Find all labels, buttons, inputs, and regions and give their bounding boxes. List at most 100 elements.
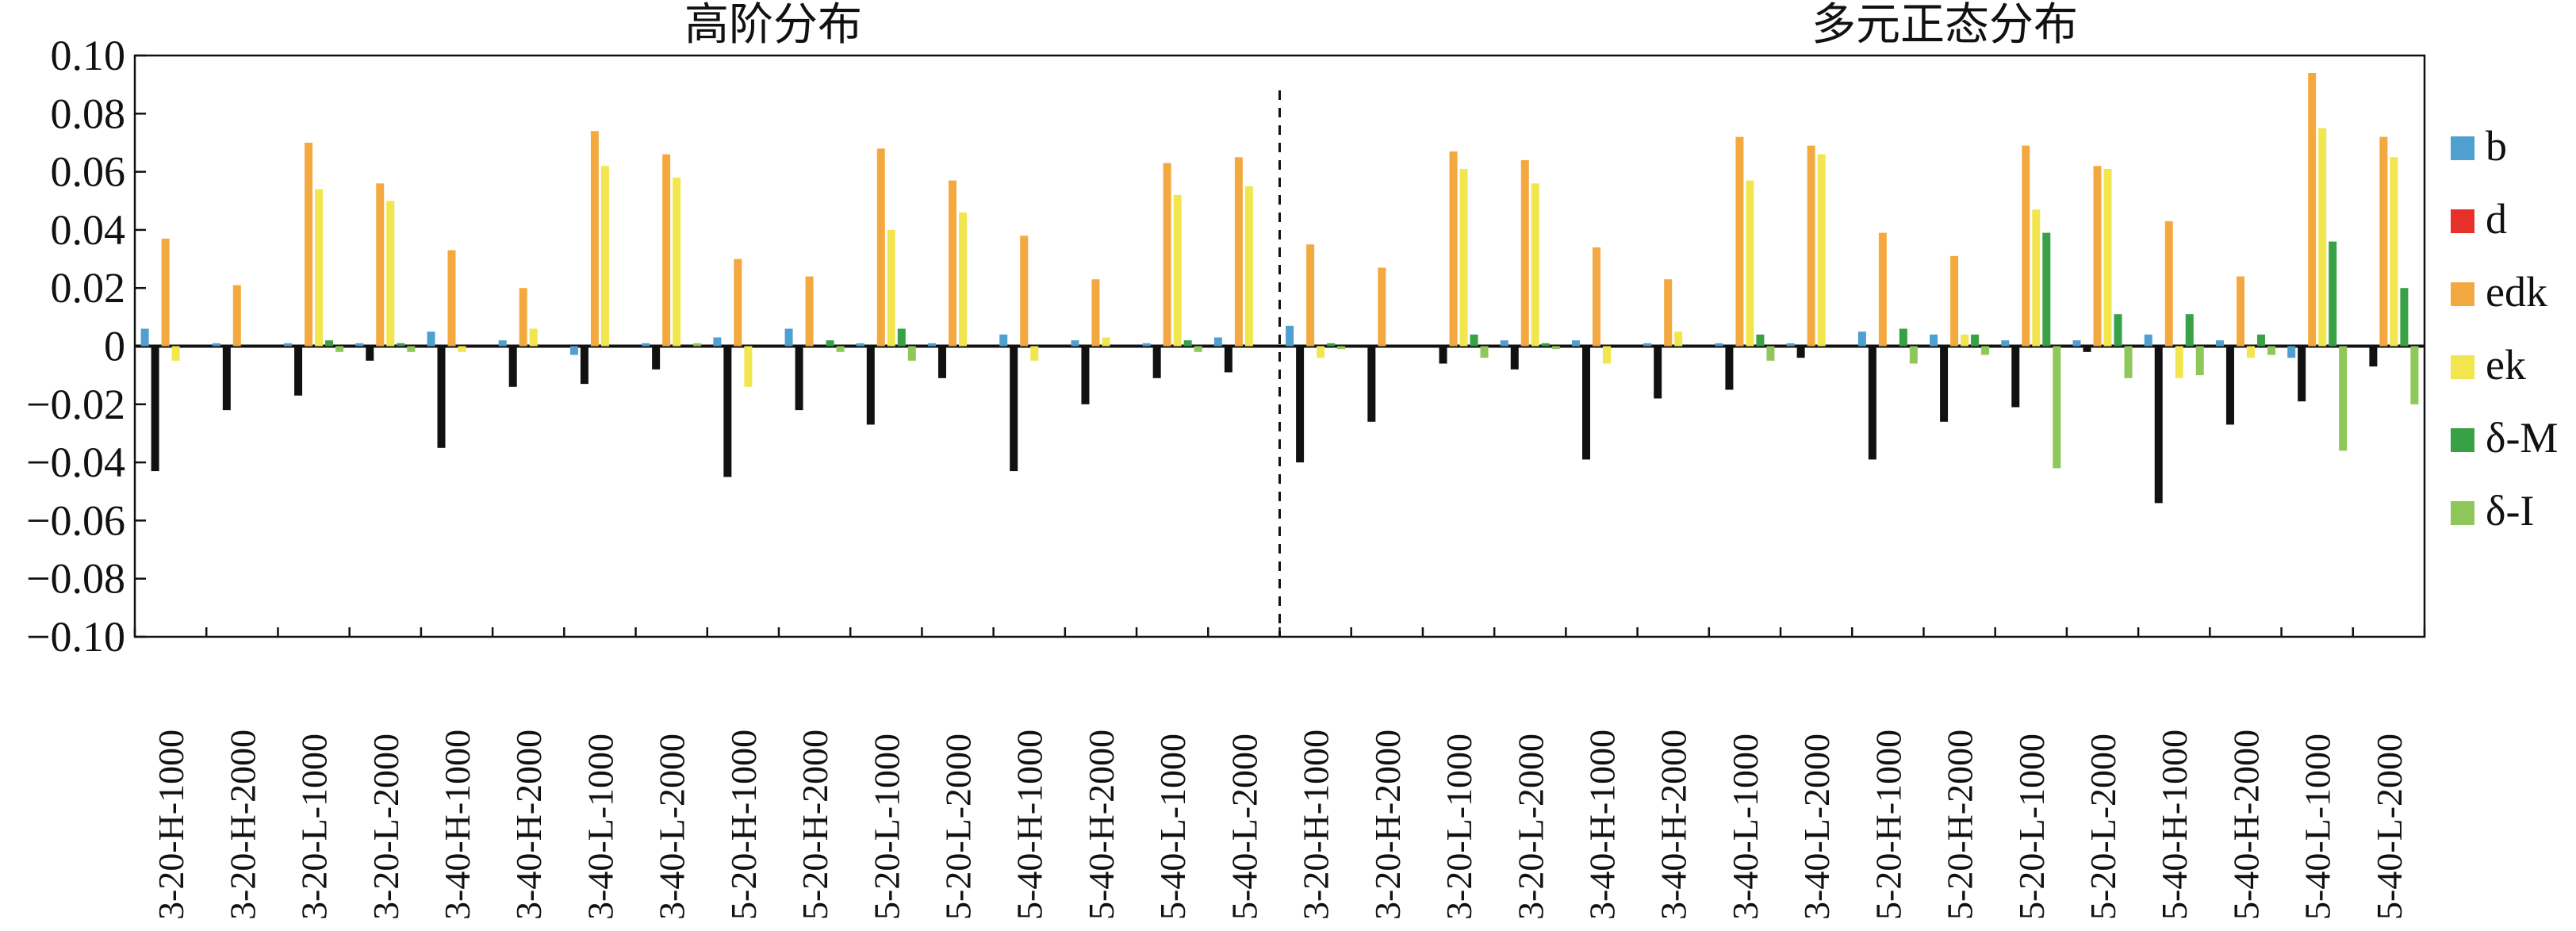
section-title-multivariate-normal: 多元正态分布 — [1811, 1, 2078, 50]
bar-b-4 — [427, 331, 435, 346]
y-tick-label: 0.02 — [51, 264, 126, 312]
legend-label: d — [2486, 195, 2507, 243]
bar-d-3 — [366, 347, 374, 361]
x-tick-label: 5-40-H-1000 — [2154, 730, 2195, 920]
bar-b-14 — [1143, 343, 1151, 347]
bar-edk-6 — [591, 131, 599, 346]
bar-ek-13 — [1102, 338, 1110, 347]
bar-b-0 — [141, 329, 149, 347]
x-tick-label: 5-20-H-1000 — [723, 730, 764, 920]
bar-ek-0 — [172, 347, 180, 361]
bar-b-20 — [1572, 340, 1580, 346]
bar-M-10 — [898, 329, 906, 347]
bar-edk-8 — [734, 259, 742, 347]
x-tick-label: 5-40-H-1000 — [1010, 730, 1050, 920]
bar-d-10 — [867, 347, 875, 425]
bar-b-13 — [1071, 340, 1079, 346]
x-tick-label: 5-20-H-2000 — [795, 730, 835, 920]
bar-ek-22 — [1746, 181, 1754, 347]
y-tick-label: −0.10 — [26, 613, 125, 661]
bar-d-26 — [2011, 347, 2019, 408]
bar-d-23 — [1797, 347, 1805, 358]
legend-swatch-b — [2451, 136, 2474, 160]
bar-edk-11 — [949, 181, 956, 347]
x-tick-label: 5-40-L-1000 — [2298, 734, 2338, 920]
bar-M-18 — [1470, 335, 1478, 347]
bar-I-2 — [335, 347, 343, 352]
x-tick-label: 3-40-L-2000 — [1796, 734, 1837, 920]
bar-edk-18 — [1450, 151, 1458, 347]
bar-b-7 — [642, 343, 650, 347]
bar-d-6 — [581, 347, 588, 385]
bar-d-13 — [1081, 347, 1089, 404]
bar-b-28 — [2145, 335, 2152, 347]
x-tick-label: 5-40-L-2000 — [2369, 734, 2409, 920]
bar-b-29 — [2216, 340, 2224, 346]
bar-I-29 — [2267, 347, 2275, 355]
bar-edk-5 — [519, 288, 527, 346]
bar-ek-16 — [1317, 347, 1324, 358]
x-tick-label: 5-20-L-2000 — [2083, 734, 2123, 920]
bar-edk-24 — [1879, 233, 1887, 347]
bar-d-24 — [1869, 347, 1876, 460]
bar-edk-4 — [447, 251, 455, 347]
bar-ek-30 — [2318, 128, 2326, 347]
bar-M-24 — [1899, 329, 1907, 347]
bar-ek-12 — [1030, 347, 1038, 361]
bar-d-25 — [1940, 347, 1948, 422]
legend-swatch-edk — [2451, 282, 2474, 306]
bar-M-9 — [826, 340, 834, 346]
y-tick-label: −0.04 — [26, 439, 125, 486]
x-tick-label: 3-40-H-1000 — [437, 730, 477, 920]
bar-b-6 — [570, 347, 578, 355]
legend-swatch-d — [2451, 209, 2474, 233]
bar-edk-17 — [1378, 268, 1386, 347]
bar-edk-16 — [1306, 244, 1314, 346]
legend-label: ek — [2486, 341, 2526, 389]
x-tick-label: 5-20-L-2000 — [938, 734, 979, 920]
bar-edk-22 — [1735, 137, 1743, 347]
bar-edk-14 — [1163, 163, 1171, 347]
bar-I-18 — [1481, 347, 1489, 358]
bar-I-26 — [2053, 347, 2060, 469]
bar-M-27 — [2114, 314, 2122, 346]
y-tick-label: −0.06 — [26, 496, 125, 544]
bar-I-3 — [407, 347, 415, 352]
bar-ek-11 — [959, 213, 967, 347]
bar-M-29 — [2257, 335, 2265, 347]
bar-d-12 — [1010, 347, 1018, 472]
bar-d-21 — [1654, 347, 1662, 399]
bar-b-1 — [213, 343, 220, 347]
bar-M-31 — [2400, 288, 2408, 346]
x-tick-label: 3-40-L-1000 — [580, 734, 620, 920]
x-tick-label: 5-40-L-2000 — [1224, 734, 1264, 920]
bar-I-22 — [1766, 347, 1774, 361]
bar-edk-28 — [2165, 221, 2173, 347]
bar-d-4 — [437, 347, 445, 448]
bar-b-19 — [1501, 340, 1508, 346]
bar-ek-10 — [887, 230, 895, 347]
bar-b-3 — [355, 343, 363, 347]
bar-d-30 — [2298, 347, 2306, 402]
bar-d-31 — [2369, 347, 2377, 367]
bar-M-25 — [1971, 335, 1979, 347]
bar-M-30 — [2329, 242, 2336, 347]
bar-ek-6 — [601, 166, 609, 346]
bar-ek-7 — [673, 178, 680, 347]
bar-ek-27 — [2104, 169, 2112, 347]
legend-label: b — [2486, 122, 2507, 170]
bar-d-18 — [1439, 347, 1447, 364]
y-tick-label: 0 — [104, 323, 125, 370]
x-tick-label: 3-20-H-1000 — [151, 730, 191, 920]
bar-ek-5 — [530, 329, 538, 347]
bar-I-31 — [2410, 347, 2418, 404]
bar-edk-25 — [1950, 256, 1958, 347]
bar-edk-31 — [2379, 137, 2387, 347]
bar-d-17 — [1367, 347, 1375, 422]
bar-I-14 — [1194, 347, 1202, 352]
x-tick-label: 3-40-H-2000 — [508, 730, 549, 920]
x-tick-label: 3-40-L-2000 — [652, 734, 692, 920]
bar-b-26 — [2001, 340, 2009, 346]
